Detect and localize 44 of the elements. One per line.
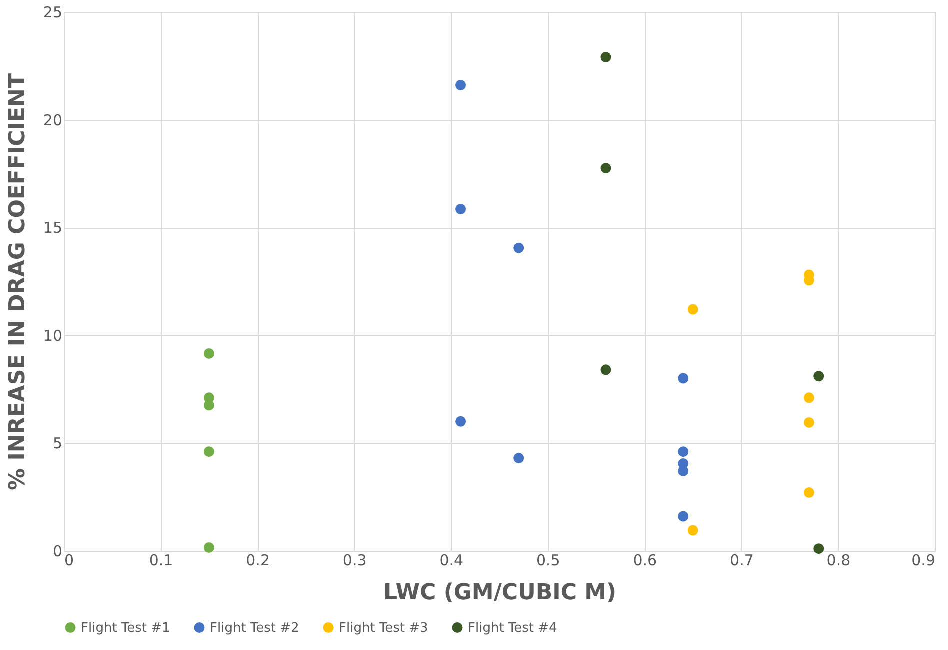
x-tick-label: 0.1 — [149, 552, 174, 570]
legend-label: Flight Test #2 — [210, 620, 300, 636]
point — [600, 163, 612, 174]
legend-label: Flight Test #1 — [81, 620, 170, 636]
point — [600, 52, 612, 63]
y-tick-label: 10 — [43, 326, 62, 345]
point — [678, 511, 689, 522]
x-tick-label: 0.2 — [246, 552, 270, 570]
x-tick-label: 0.9 — [912, 552, 936, 570]
x-tick-label: 0.7 — [730, 552, 754, 570]
point — [814, 544, 824, 554]
y-tick-label: 5 — [52, 434, 62, 453]
x-tick-label: 0.4 — [440, 552, 464, 570]
x-tick-label: 0.3 — [342, 552, 367, 570]
point — [514, 453, 524, 464]
x-axis-title: LWC (GM/CUBIC M) — [383, 580, 617, 606]
point — [678, 373, 689, 384]
legend-label: Flight Test #4 — [468, 620, 558, 636]
point — [804, 392, 814, 404]
point — [514, 242, 524, 254]
point — [600, 364, 612, 376]
point — [204, 400, 214, 411]
point — [804, 488, 814, 498]
y-tick-label: 20 — [43, 111, 62, 130]
point — [204, 348, 214, 359]
point — [456, 416, 466, 427]
point — [688, 525, 698, 536]
y-tick-label: 25 — [43, 4, 62, 22]
point — [456, 80, 466, 91]
point — [678, 446, 689, 458]
point — [814, 371, 824, 382]
point — [204, 542, 214, 553]
point — [804, 417, 814, 428]
point — [456, 204, 466, 215]
point — [678, 466, 689, 476]
point — [204, 446, 214, 458]
y-axis-title: % INREASE IN DRAG COEFFICIENT — [5, 74, 30, 490]
x-tick-label: 0.5 — [536, 552, 560, 570]
x-tick-label: 0 — [64, 552, 74, 570]
legend-label: Flight Test #3 — [339, 620, 428, 636]
y-tick-label: 15 — [43, 219, 62, 238]
x-tick-label: 0.8 — [826, 552, 851, 570]
x-tick-label: 0.6 — [633, 552, 658, 570]
point — [688, 304, 698, 315]
